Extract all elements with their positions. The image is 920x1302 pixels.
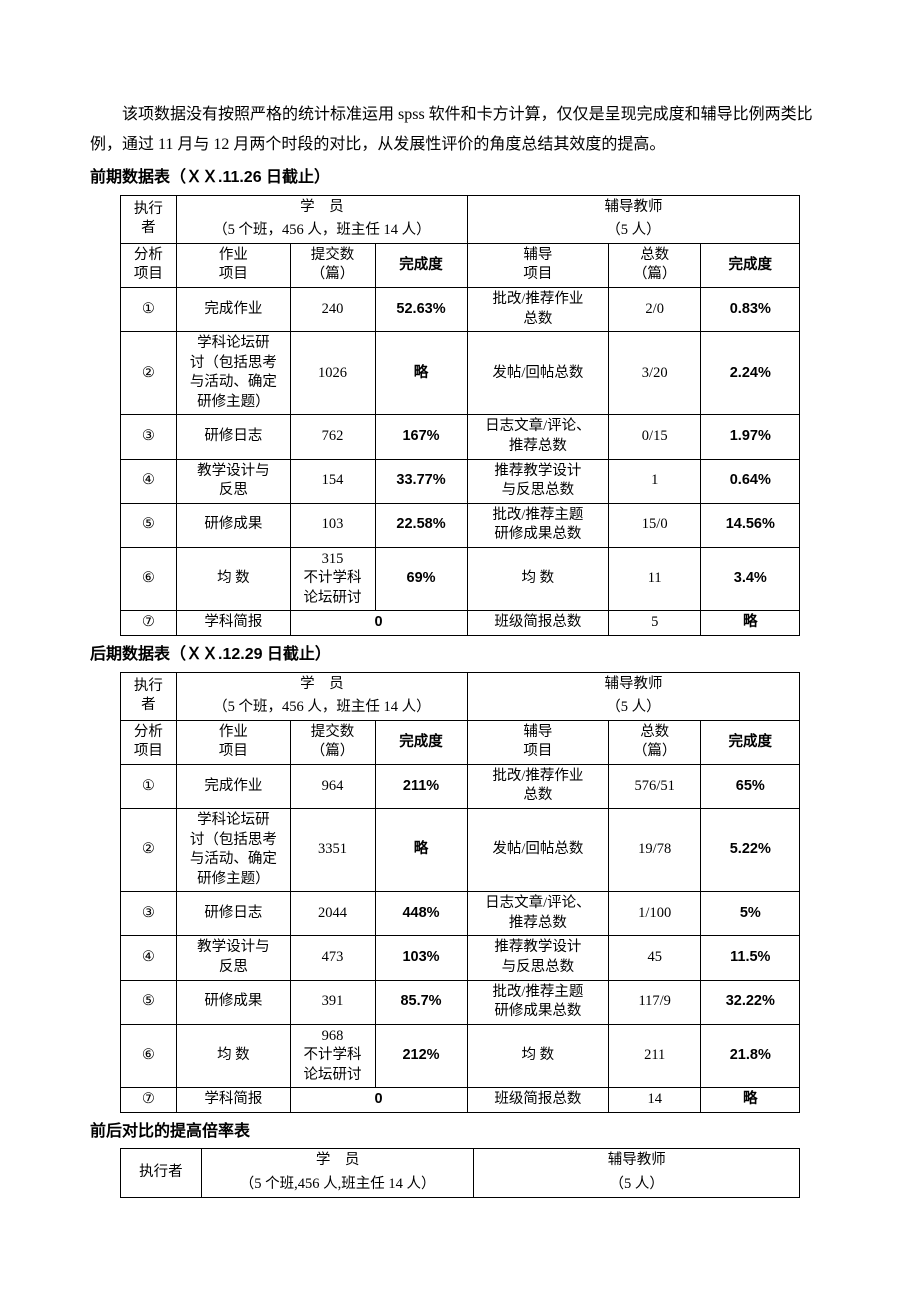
hdr-total: 总数（篇）	[609, 243, 701, 287]
table-row: ⑦ 学科简报 0 班级简报总数 5 略	[120, 611, 800, 636]
hdr-completion-s: 完成度	[375, 720, 467, 764]
hdr-student-sub: （5 个班，456 人，班主任 14 人）	[177, 696, 467, 720]
table-row: ② 学科论坛研讨（包括思考与活动、确定研修主题） 1026 略 发帖/回帖总数 …	[120, 332, 800, 415]
hdr-tutor-item: 辅导项目	[467, 243, 609, 287]
hdr-teacher-title: 辅导教师	[474, 1149, 800, 1173]
table2-heading: 后期数据表（ＸＸ.12.29 日截止）	[90, 640, 830, 670]
hdr-work-item: 作业项目	[177, 720, 290, 764]
hdr-analysis: 分析项目	[120, 720, 177, 764]
table-row: ⑤ 研修成果 391 85.7% 批改/推荐主题研修成果总数 117/9 32.…	[120, 980, 800, 1024]
hdr-executor: 执行者	[120, 195, 177, 243]
table-row: ④ 教学设计与反思 154 33.77% 推荐教学设计与反思总数 1 0.64%	[120, 459, 800, 503]
hdr-student-title: 学 员	[177, 672, 467, 696]
table-row: ④ 教学设计与反思 473 103% 推荐教学设计与反思总数 45 11.5%	[120, 936, 800, 980]
intro-paragraph: 该项数据没有按照严格的统计标准运用 spss 软件和卡方计算，仅仅是呈现完成度和…	[90, 100, 830, 159]
hdr-student-sub: （5 个班,456 人,班主任 14 人）	[202, 1173, 474, 1197]
table-row: ② 学科论坛研讨（包括思考与活动、确定研修主题） 3351 略 发帖/回帖总数 …	[120, 809, 800, 892]
hdr-student-sub: （5 个班，456 人，班主任 14 人）	[177, 219, 467, 243]
late-data-table: 执行者 学 员 辅导教师 （5 个班，456 人，班主任 14 人） （5 人）…	[120, 672, 801, 1113]
early-data-table: 执行者 学 员 辅导教师 （5 个班，456 人，班主任 14 人） （5 人）…	[120, 195, 801, 636]
hdr-work-item: 作业项目	[177, 243, 290, 287]
hdr-submit: 提交数（篇）	[290, 720, 375, 764]
hdr-analysis: 分析项目	[120, 243, 177, 287]
hdr-tutor-item: 辅导项目	[467, 720, 609, 764]
table-row: ⑤ 研修成果 103 22.58% 批改/推荐主题研修成果总数 15/0 14.…	[120, 503, 800, 547]
table-row: ③ 研修日志 2044 448% 日志文章/评论、推荐总数 1/100 5%	[120, 892, 800, 936]
hdr-student-title: 学 员	[177, 195, 467, 219]
hdr-executor: 执行者	[120, 672, 177, 720]
table3-heading: 前后对比的提高倍率表	[90, 1117, 830, 1147]
hdr-teacher-sub: （5 人）	[474, 1173, 800, 1197]
hdr-submit: 提交数（篇）	[290, 243, 375, 287]
table-row: ③ 研修日志 762 167% 日志文章/评论、推荐总数 0/15 1.97%	[120, 415, 800, 459]
comparison-table: 执行者 学 员 辅导教师 （5 个班,456 人,班主任 14 人） （5 人）	[120, 1148, 801, 1197]
hdr-executor: 执行者	[120, 1149, 202, 1197]
table-row: ① 完成作业 964 211% 批改/推荐作业总数 576/51 65%	[120, 764, 800, 808]
hdr-completion-s: 完成度	[375, 243, 467, 287]
hdr-student-title: 学 员	[202, 1149, 474, 1173]
hdr-total: 总数（篇）	[609, 720, 701, 764]
table-row: ⑥ 均 数 315不计学科论坛研讨 69% 均 数 11 3.4%	[120, 547, 800, 611]
page: 该项数据没有按照严格的统计标准运用 spss 软件和卡方计算，仅仅是呈现完成度和…	[0, 0, 920, 1240]
hdr-teacher-sub: （5 人）	[467, 219, 800, 243]
table-row: ① 完成作业 240 52.63% 批改/推荐作业总数 2/0 0.83%	[120, 288, 800, 332]
hdr-teacher-title: 辅导教师	[467, 195, 800, 219]
table-row: ⑦ 学科简报 0 班级简报总数 14 略	[120, 1088, 800, 1113]
table1-heading: 前期数据表（ＸＸ.11.26 日截止）	[90, 163, 830, 193]
hdr-completion-t: 完成度	[701, 243, 800, 287]
hdr-teacher-sub: （5 人）	[467, 696, 800, 720]
hdr-teacher-title: 辅导教师	[467, 672, 800, 696]
hdr-completion-t: 完成度	[701, 720, 800, 764]
table-row: ⑥ 均 数 968不计学科论坛研讨 212% 均 数 211 21.8%	[120, 1024, 800, 1088]
